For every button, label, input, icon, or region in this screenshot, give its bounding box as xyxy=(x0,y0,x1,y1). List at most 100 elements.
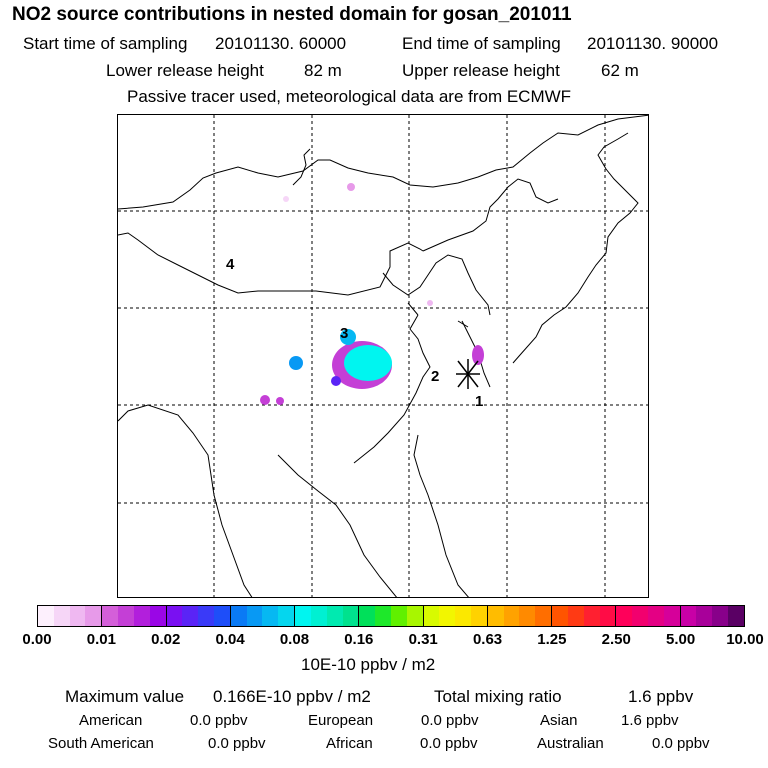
colorbar-segment xyxy=(230,606,296,626)
colorbar-swatch xyxy=(552,606,568,626)
mongolia-border xyxy=(118,232,424,296)
region-label-2: 2 xyxy=(431,368,440,385)
northern-border xyxy=(118,115,648,210)
northeast-border xyxy=(422,178,559,252)
colorbar-swatch xyxy=(455,606,472,626)
start-time-value: 20101130. 60000 xyxy=(215,34,347,53)
colorbar-swatch xyxy=(632,606,649,626)
southeast-asia-border xyxy=(277,454,398,597)
lower-height-label: Lower release height xyxy=(106,61,264,80)
plume-small-3 xyxy=(347,183,355,191)
colorbar-segment xyxy=(359,606,424,626)
upper-height-label: Upper release height xyxy=(402,61,560,80)
colorbar-segment xyxy=(423,606,488,626)
concentration-plumes xyxy=(260,183,484,405)
colorbar-segment xyxy=(166,606,231,626)
region-value-australian: 0.0 ppbv xyxy=(652,735,710,752)
max-value: 0.166E-10 ppbv / m2 xyxy=(213,687,371,706)
colorbar-swatch xyxy=(326,606,343,626)
yellow-sea-coast xyxy=(382,254,491,328)
tracer-note: Passive tracer used, meteorological data… xyxy=(127,87,572,106)
colorbar-swatch xyxy=(53,606,70,626)
colorbar-swatch xyxy=(599,606,616,626)
region-value-asian: 1.6 ppbv xyxy=(621,712,679,729)
colorbar-swatch xyxy=(567,606,584,626)
colorbar-swatch xyxy=(295,606,311,626)
colorbar-segment xyxy=(487,606,553,626)
colorbar-swatch xyxy=(696,606,713,626)
south-asia-border xyxy=(118,404,253,597)
colorbar-swatch xyxy=(503,606,520,626)
colorbar-swatch xyxy=(278,606,295,626)
colorbar-swatch xyxy=(246,606,263,626)
colorbar-swatch xyxy=(342,606,359,626)
colorbar-swatch xyxy=(102,606,119,626)
colorbar-swatch xyxy=(182,606,199,626)
colorbar-segment xyxy=(38,606,103,626)
colorbar-swatch xyxy=(166,606,183,626)
map-canvas xyxy=(118,115,648,597)
colorbar-segment xyxy=(616,606,681,626)
end-time-label: End time of sampling xyxy=(402,34,561,53)
colorbar-tick-label: 0.04 xyxy=(215,631,245,648)
lower-height-value: 82 m xyxy=(304,61,342,80)
colorbar-swatch xyxy=(198,606,214,626)
colorbar-swatch xyxy=(38,606,54,626)
graticule xyxy=(118,115,648,597)
colorbar-swatch xyxy=(487,606,504,626)
colorbar-swatch xyxy=(680,606,697,626)
colorbar-swatch xyxy=(663,606,680,626)
colorbar-swatch xyxy=(69,606,86,626)
colorbar-swatch xyxy=(648,606,664,626)
colorbar-swatch xyxy=(310,606,327,626)
colorbar-unit: 10E-10 ppbv / m2 xyxy=(301,655,436,674)
colorbar-swatch xyxy=(712,606,729,626)
region-name-european: European xyxy=(308,712,374,729)
colorbar-swatch xyxy=(583,606,600,626)
total-mixing-value: 1.6 ppbv xyxy=(628,687,694,706)
plume-small-4 xyxy=(283,196,289,202)
colorbar-segment xyxy=(295,606,360,626)
colorbar-tick-label: 0.08 xyxy=(279,631,310,648)
upper-height-value: 62 m xyxy=(601,61,639,80)
colorbar-tick-label: 0.00 xyxy=(22,631,52,648)
china-coast xyxy=(353,314,431,464)
colorbar-swatch xyxy=(359,606,376,626)
plume-small-5 xyxy=(427,300,433,306)
colorbar-swatch xyxy=(262,606,279,626)
plume-small-1 xyxy=(260,395,270,405)
colorbar-swatch xyxy=(133,606,150,626)
region-value-african: 0.0 ppbv xyxy=(420,735,478,752)
colorbar-swatch xyxy=(213,606,230,626)
colorbar-tick-label: 0.02 xyxy=(151,631,181,648)
region-label-4: 4 xyxy=(226,256,235,273)
region-name-asian: Asian xyxy=(540,712,578,729)
colorbar-tick-label: 5.00 xyxy=(666,631,696,648)
region-name-american: American xyxy=(79,712,143,729)
colorbar-swatch xyxy=(728,606,744,626)
colorbar-swatch xyxy=(616,606,633,626)
chart-title: NO2 source contributions in nested domai… xyxy=(12,4,572,25)
plume-west xyxy=(289,356,303,370)
colorbar-swatch xyxy=(85,606,102,626)
region-label-3: 3 xyxy=(340,325,349,342)
colorbar-tick-label: 0.31 xyxy=(408,631,438,648)
lake-baikal xyxy=(292,148,311,186)
philippines-coast xyxy=(413,434,469,597)
region-name-australian: Australian xyxy=(537,735,604,752)
colorbar-swatch xyxy=(519,606,536,626)
total-mixing-label: Total mixing ratio xyxy=(434,687,562,706)
region-value-european: 0.0 ppbv xyxy=(421,712,479,729)
region-value-american: 0.0 ppbv xyxy=(190,712,248,729)
colorbar-swatch xyxy=(439,606,456,626)
colorbar-swatch xyxy=(535,606,552,626)
japan-coast xyxy=(512,132,639,364)
max-value-label: Maximum value xyxy=(65,687,185,706)
plume-small-2 xyxy=(276,397,284,405)
colorbar-swatch xyxy=(423,606,440,626)
start-time-label: Start time of sampling xyxy=(23,34,188,53)
region-name-south-american: South American xyxy=(48,735,154,752)
plume-core-inner xyxy=(344,345,392,381)
colorbar-swatch xyxy=(375,606,391,626)
colorbar-tick-label: 0.63 xyxy=(472,631,503,648)
